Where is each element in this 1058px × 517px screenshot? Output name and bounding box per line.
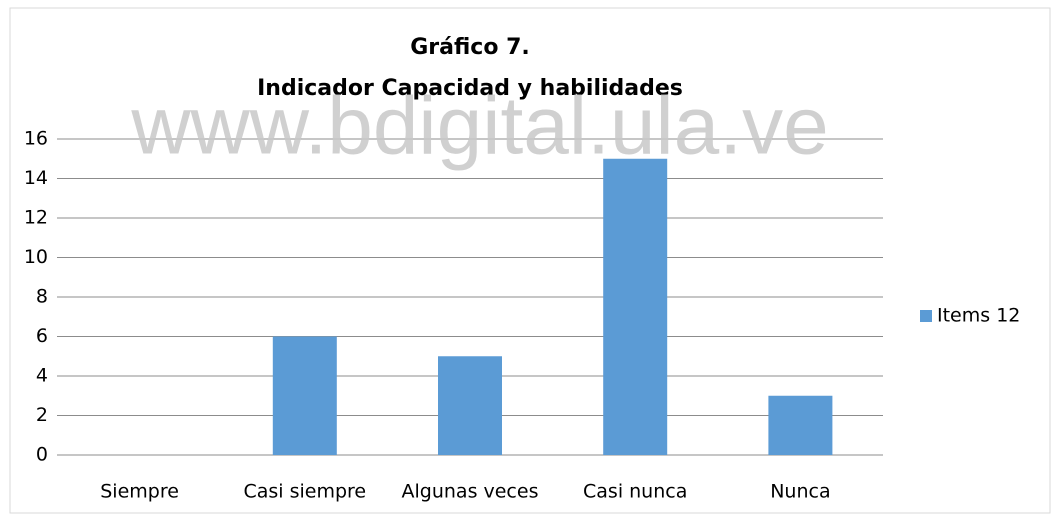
bar [272,336,337,455]
y-tick-label: 6 [36,325,48,347]
y-tick-label: 14 [24,167,48,189]
y-tick-label: 10 [24,246,48,268]
bar [768,395,833,455]
legend-swatch [920,310,932,322]
y-tick-label: 4 [36,365,48,387]
y-tick-label: 2 [36,404,48,426]
x-tick-label: Casi nunca [583,481,687,503]
x-tick-label: Siempre [100,481,179,503]
chart-title: Gráfico 7. [410,35,530,60]
y-tick-label: 8 [36,286,48,308]
chart-border [9,7,1051,514]
y-tick-label: 12 [24,207,48,229]
bar [438,356,502,455]
x-tick-label: Nunca [770,481,830,503]
x-tick-label: Algunas veces [402,481,539,503]
y-tick-label: 16 [24,128,48,150]
y-tick-label: 0 [36,444,48,466]
bar [603,158,668,455]
x-tick-label: Casi siempre [243,481,366,503]
chart-subtitle: Indicador Capacidad y habilidades [257,76,683,101]
legend-label: Items 12 [937,305,1020,327]
watermark: www.bdigital.ula.ve [130,81,828,172]
